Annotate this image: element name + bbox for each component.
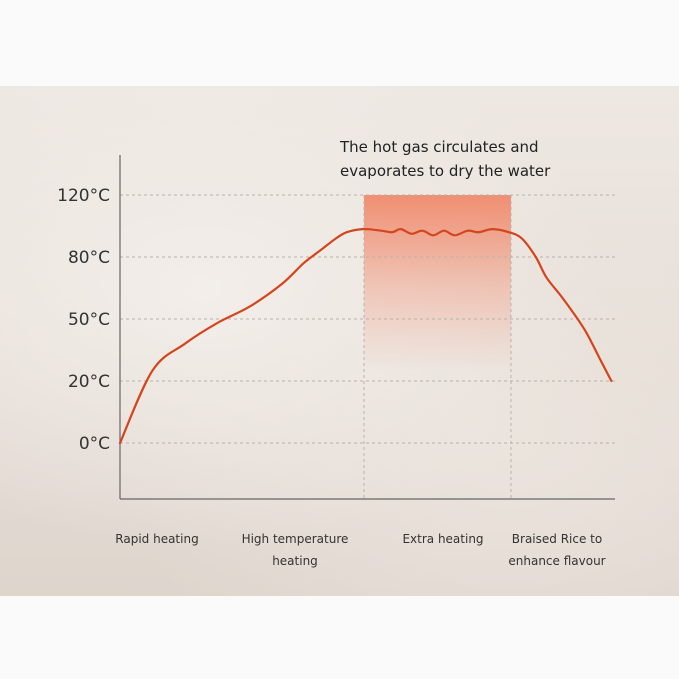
y-tick-label: 120°C: [57, 186, 110, 206]
phase-label: enhance flavour: [508, 554, 605, 568]
temperature-curve: [118, 227, 613, 445]
y-tick-label: 50°C: [68, 310, 110, 330]
highlight-band: [364, 195, 511, 370]
highlight-annotation: evaporates to dry the water: [340, 162, 551, 180]
phase-label: Extra heating: [402, 532, 483, 546]
phase-label: High temperature: [242, 532, 349, 546]
phase-label: heating: [272, 554, 318, 568]
highlight-annotation: The hot gas circulates and: [339, 138, 539, 156]
phase-label: Rapid heating: [115, 532, 198, 546]
rice-background: [0, 86, 679, 596]
y-tick-label: 20°C: [68, 372, 110, 392]
y-tick-label: 80°C: [68, 248, 110, 268]
y-tick-label: 0°C: [79, 434, 110, 454]
phase-label: Braised Rice to: [512, 532, 602, 546]
